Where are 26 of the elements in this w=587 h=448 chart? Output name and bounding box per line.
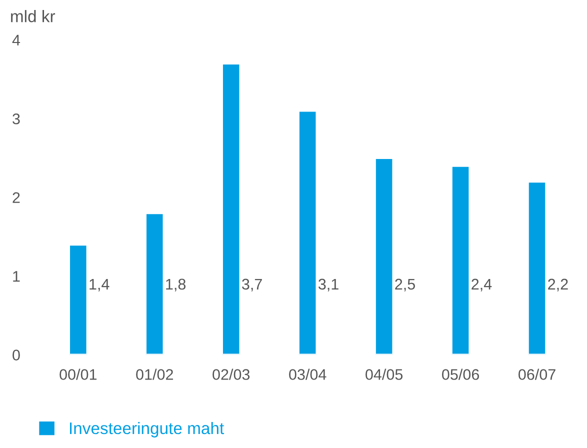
x-tick-label: 01/02: [136, 368, 173, 380]
x-tick-label: 05/06: [442, 368, 479, 380]
data-label: 2,2: [548, 278, 568, 292]
x-tick-label: 03/04: [289, 368, 326, 380]
y-tick-label: 1: [13, 271, 20, 282]
y-axis-title: mld kr: [11, 10, 56, 22]
data-label: 1,8: [166, 278, 186, 292]
x-tick-label: 04/05: [366, 368, 403, 380]
bar: [144, 212, 165, 355]
x-tick-label: 02/03: [212, 368, 250, 380]
data-label: 1,4: [90, 278, 110, 292]
y-tick-label: 4: [12, 34, 20, 46]
data-label: 2,5: [395, 278, 415, 292]
bar: [68, 244, 88, 355]
bar: [526, 180, 548, 355]
data-label: 2,4: [472, 278, 492, 292]
bar: [450, 164, 471, 355]
y-tick-label: 0: [12, 350, 20, 360]
legend-label: Investeeringute maht: [70, 422, 224, 438]
y-tick-label: 2: [12, 192, 20, 203]
data-label: 3,7: [242, 278, 262, 292]
x-tick-label: 00/01: [60, 368, 97, 380]
bar: [297, 110, 318, 355]
x-tick-label: 06/07: [518, 368, 556, 380]
y-tick-label: 3: [12, 113, 20, 124]
data-label: 3,1: [318, 278, 338, 292]
